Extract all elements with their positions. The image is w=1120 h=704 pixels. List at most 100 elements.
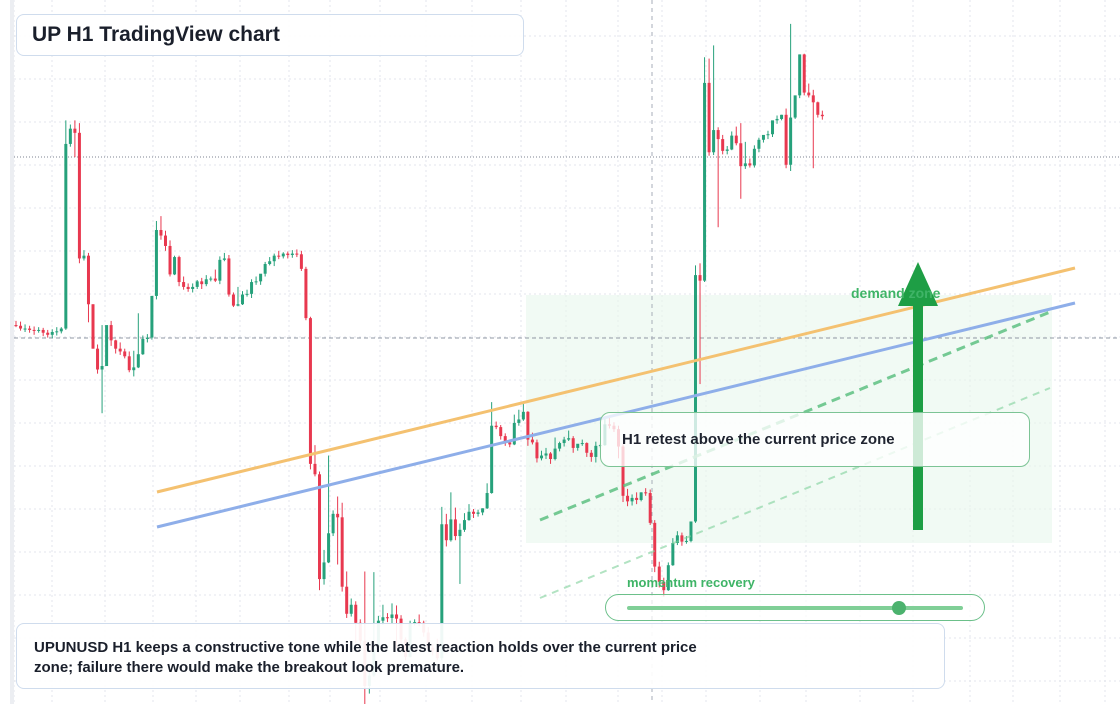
- candle-bullish[interactable]: [639, 492, 643, 500]
- candle-bullish[interactable]: [327, 533, 331, 563]
- candle-bullish[interactable]: [241, 294, 244, 305]
- candle-bearish[interactable]: [648, 493, 652, 523]
- candle-bullish[interactable]: [141, 338, 145, 355]
- candle-bullish[interactable]: [712, 130, 716, 153]
- candle-bullish[interactable]: [290, 253, 294, 255]
- candle-bearish[interactable]: [14, 325, 18, 327]
- candle-bearish[interactable]: [28, 328, 32, 330]
- candle-bullish[interactable]: [150, 295, 154, 338]
- candle-bullish[interactable]: [580, 443, 584, 445]
- candle-bearish[interactable]: [508, 442, 512, 445]
- candle-bearish[interactable]: [354, 604, 358, 623]
- candle-bullish[interactable]: [771, 120, 775, 135]
- candle-bullish[interactable]: [105, 325, 109, 367]
- candle-bullish[interactable]: [100, 366, 104, 370]
- candle-bullish[interactable]: [331, 513, 335, 534]
- candle-bearish[interactable]: [318, 474, 322, 580]
- candle-bullish[interactable]: [136, 354, 140, 368]
- candle-bearish[interactable]: [526, 411, 530, 440]
- candle-bearish[interactable]: [177, 257, 181, 283]
- candle-bearish[interactable]: [494, 425, 498, 428]
- candle-bearish[interactable]: [227, 258, 231, 295]
- candle-bullish[interactable]: [671, 542, 675, 566]
- candle-bearish[interactable]: [784, 114, 788, 165]
- candle-bullish[interactable]: [381, 617, 385, 621]
- candle-bullish[interactable]: [793, 95, 797, 118]
- candle-bullish[interactable]: [675, 535, 679, 543]
- candle-bearish[interactable]: [503, 436, 507, 443]
- candle-bullish[interactable]: [757, 139, 761, 149]
- candle-bullish[interactable]: [245, 293, 249, 295]
- candle-bearish[interactable]: [653, 522, 657, 567]
- candle-bullish[interactable]: [666, 565, 670, 591]
- candle-bullish[interactable]: [553, 448, 557, 460]
- candle-bullish[interactable]: [254, 281, 258, 283]
- candle-bearish[interactable]: [811, 95, 815, 103]
- candle-bearish[interactable]: [168, 245, 172, 275]
- candle-bullish[interactable]: [761, 134, 765, 140]
- momentum-slider-thumb[interactable]: [892, 601, 907, 615]
- candle-bearish[interactable]: [530, 439, 534, 443]
- candle-bearish[interactable]: [626, 495, 630, 502]
- candle-bearish[interactable]: [644, 492, 648, 494]
- candle-bullish[interactable]: [68, 128, 72, 144]
- candle-bullish[interactable]: [780, 114, 784, 119]
- candle-bearish[interactable]: [186, 286, 190, 289]
- candle-bullish[interactable]: [630, 497, 634, 502]
- candle-bullish[interactable]: [544, 453, 548, 456]
- candle-bullish[interactable]: [694, 275, 697, 522]
- candle-bearish[interactable]: [127, 356, 131, 371]
- candle-bearish[interactable]: [340, 517, 344, 587]
- candle-bullish[interactable]: [272, 255, 276, 262]
- candle-bullish[interactable]: [37, 329, 41, 331]
- candle-bullish[interactable]: [236, 304, 240, 306]
- candle-bullish[interactable]: [195, 281, 199, 287]
- candle-bearish[interactable]: [295, 253, 299, 255]
- candle-bullish[interactable]: [322, 562, 326, 580]
- candle-bearish[interactable]: [739, 143, 743, 167]
- candle-bullish[interactable]: [485, 493, 489, 509]
- candle-bearish[interactable]: [200, 281, 204, 285]
- momentum-slider[interactable]: [605, 594, 985, 621]
- candle-bullish[interactable]: [743, 163, 747, 167]
- candle-bearish[interactable]: [118, 348, 122, 352]
- candle-bearish[interactable]: [308, 318, 312, 464]
- candle-bullish[interactable]: [462, 520, 466, 530]
- candle-bearish[interactable]: [277, 255, 281, 257]
- candle-bearish[interactable]: [721, 139, 725, 151]
- candle-bearish[interactable]: [698, 275, 702, 281]
- candle-bearish[interactable]: [46, 332, 50, 335]
- candle-bullish[interactable]: [449, 519, 453, 541]
- candle-bearish[interactable]: [585, 443, 589, 453]
- candle-bullish[interactable]: [521, 411, 525, 420]
- candle-bearish[interactable]: [444, 524, 448, 541]
- candle-bearish[interactable]: [748, 163, 752, 166]
- candle-bearish[interactable]: [286, 253, 290, 255]
- candle-bearish[interactable]: [96, 348, 100, 370]
- candle-bearish[interactable]: [345, 586, 349, 614]
- candle-bearish[interactable]: [32, 329, 36, 331]
- candle-bearish[interactable]: [820, 114, 824, 117]
- candle-bearish[interactable]: [535, 442, 539, 459]
- candle-bullish[interactable]: [50, 332, 54, 335]
- candle-bearish[interactable]: [707, 82, 711, 153]
- candle-bearish[interactable]: [417, 622, 421, 624]
- candle-bullish[interactable]: [689, 521, 693, 541]
- candle-bullish[interactable]: [204, 279, 208, 285]
- candle-bearish[interactable]: [336, 513, 340, 518]
- candle-bearish[interactable]: [109, 325, 113, 341]
- candle-bullish[interactable]: [23, 328, 27, 330]
- candle-bullish[interactable]: [517, 419, 521, 423]
- candle-bullish[interactable]: [458, 529, 462, 537]
- candle-bearish[interactable]: [182, 282, 186, 287]
- candle-bearish[interactable]: [499, 427, 503, 437]
- candle-bullish[interactable]: [576, 443, 580, 448]
- candle-bullish[interactable]: [259, 273, 263, 282]
- candle-bullish[interactable]: [349, 604, 353, 614]
- candle-bullish[interactable]: [562, 439, 566, 444]
- candle-bullish[interactable]: [222, 258, 226, 260]
- candle-bearish[interactable]: [716, 130, 720, 140]
- candle-bullish[interactable]: [59, 328, 63, 332]
- candle-bearish[interactable]: [77, 132, 81, 259]
- candle-bearish[interactable]: [802, 54, 806, 93]
